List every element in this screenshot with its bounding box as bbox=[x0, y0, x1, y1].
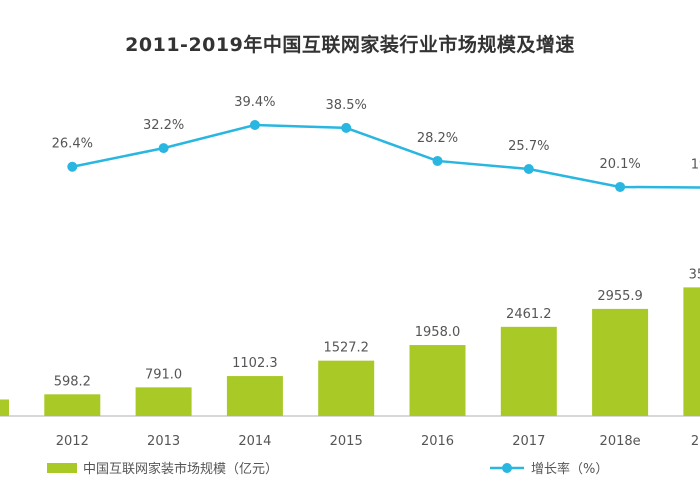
x-tick-label-2015: 2015 bbox=[330, 434, 363, 449]
bar-label-2014: 1102.3 bbox=[232, 356, 278, 371]
legend-bar-swatch bbox=[47, 463, 77, 473]
legend-bar-label: 中国互联网家装市场规模（亿元） bbox=[83, 461, 278, 477]
bar-label-2018e: 2955.9 bbox=[597, 289, 643, 304]
growth-label-2019e: 19.9% bbox=[691, 158, 700, 173]
growth-label-2018e: 20.1% bbox=[599, 157, 640, 172]
bar-label-2013: 791.0 bbox=[145, 367, 182, 382]
growth-label-2013: 32.2% bbox=[143, 118, 184, 133]
growth-point-2014 bbox=[249, 120, 260, 130]
legend-line-label: 增长率（%） bbox=[531, 461, 608, 477]
bar-2019e bbox=[683, 287, 700, 416]
x-tick-label-2017: 2017 bbox=[512, 434, 545, 449]
x-tick-label-2013: 2013 bbox=[147, 434, 180, 449]
bar-label-2017: 2461.2 bbox=[506, 307, 552, 322]
bar-label-2012: 598.2 bbox=[54, 374, 91, 389]
legend-line-marker bbox=[502, 463, 512, 473]
bar-2011 bbox=[0, 399, 9, 416]
bar-2013 bbox=[135, 387, 192, 416]
chart-title: 2011-2019年中国互联网家装行业市场规模及增速 bbox=[125, 34, 575, 56]
growth-label-2016: 28.2% bbox=[417, 131, 458, 146]
growth-label-2012: 26.4% bbox=[52, 137, 93, 152]
bar-2018e bbox=[592, 308, 649, 416]
growth-point-2013 bbox=[158, 143, 169, 154]
growth-line bbox=[72, 123, 700, 189]
bar-2014 bbox=[226, 376, 283, 416]
growth-label-2014: 39.4% bbox=[234, 95, 275, 110]
bar-label-2016: 1958.0 bbox=[415, 325, 461, 340]
growth-point-2018e bbox=[615, 181, 626, 192]
growth-label-2015: 38.5% bbox=[326, 98, 367, 113]
growth-label-2017: 25.7% bbox=[508, 139, 549, 154]
growth-point-2016 bbox=[432, 155, 443, 166]
bar-label-2019e: 3550.0 bbox=[689, 267, 700, 282]
bar-2012 bbox=[44, 394, 101, 416]
bar-label-2015: 1527.2 bbox=[323, 341, 369, 356]
x-tick-label-2019e: 2019e bbox=[691, 434, 700, 449]
x-tick-label-2012: 2012 bbox=[56, 434, 89, 449]
growth-point-2015 bbox=[341, 122, 352, 133]
growth-point-2012 bbox=[67, 161, 78, 172]
x-tick-label-2016: 2016 bbox=[421, 434, 454, 449]
x-tick-label-2018e: 2018e bbox=[600, 434, 641, 449]
bar-2015 bbox=[318, 360, 375, 416]
bar-2016 bbox=[409, 345, 466, 416]
bar-2017 bbox=[500, 326, 557, 416]
growth-point-2017 bbox=[523, 163, 534, 174]
x-tick-label-2014: 2014 bbox=[238, 434, 271, 449]
